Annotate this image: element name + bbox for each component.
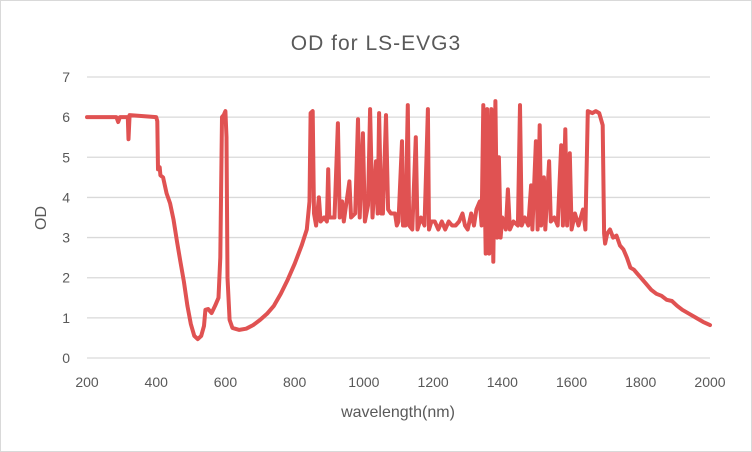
x-tick-label: 1200 — [418, 374, 449, 390]
x-tick-label: 400 — [145, 374, 169, 390]
series-line — [85, 99, 712, 342]
x-tick-label: 200 — [75, 374, 99, 390]
y-tick-label: 3 — [62, 230, 70, 246]
y-tick-label: 6 — [62, 109, 70, 125]
x-tick-label: 800 — [283, 374, 307, 390]
y-tick-label: 2 — [62, 270, 70, 286]
chart-title: OD for LS-EVG3 — [291, 32, 461, 55]
y-tick-label: 0 — [62, 350, 70, 366]
x-tick-label: 1000 — [348, 374, 379, 390]
x-tick-label: 600 — [214, 374, 238, 390]
x-tick-label: 1600 — [556, 374, 587, 390]
y-tick-labels: 0 1 2 3 4 5 6 7 — [62, 69, 70, 366]
y-tick-label: 5 — [62, 149, 70, 165]
x-axis-label: wavelength(nm) — [340, 404, 455, 421]
x-tick-label: 2000 — [694, 374, 725, 390]
x-tick-label: 1400 — [487, 374, 518, 390]
x-tick-labels: 200 400 600 800 1000 1200 1400 1600 1800 2000 — [75, 374, 725, 390]
x-tick-label: 1800 — [625, 374, 656, 390]
y-axis-label: OD — [33, 206, 50, 230]
y-tick-label: 7 — [62, 69, 70, 85]
y-tick-label: 1 — [62, 310, 70, 326]
y-tick-label: 4 — [62, 189, 70, 205]
